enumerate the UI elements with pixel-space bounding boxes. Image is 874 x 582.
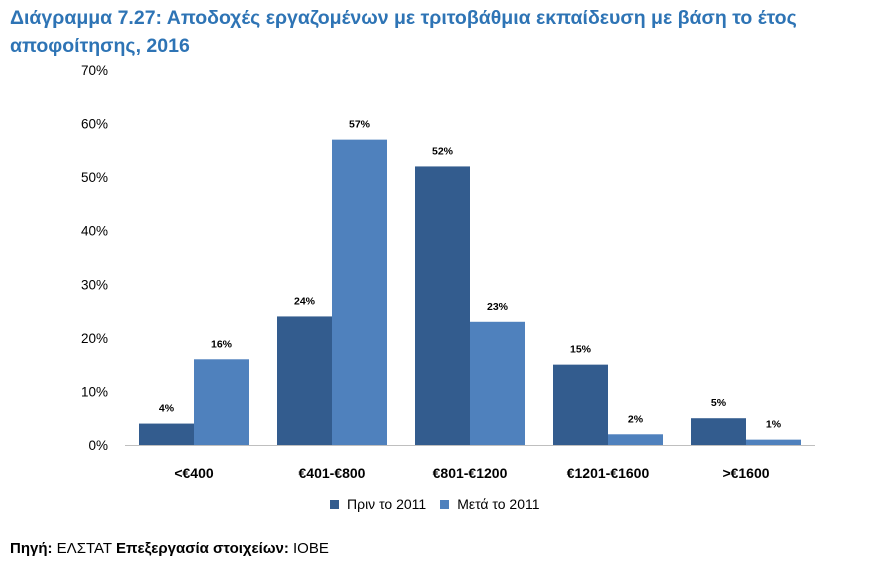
data-label: 24% — [294, 295, 316, 307]
chart-title: Διάγραμμα 7.27: Αποδοχές εργαζομένων με … — [10, 4, 865, 60]
bar-before-2011 — [139, 423, 194, 445]
source-label: Πηγή: — [10, 540, 53, 557]
x-tick-label: >€1600 — [722, 465, 769, 481]
x-tick-label: €401-€800 — [299, 465, 366, 481]
title-text: : Αποδοχές εργαζομένων με τριτοβάθμια εκ… — [10, 7, 797, 57]
data-label: 4% — [159, 403, 175, 415]
y-tick-label: 40% — [81, 224, 108, 239]
legend-swatch-after-2011 — [440, 499, 450, 509]
processing-label: Επεξεργασία στοιχείων: — [115, 540, 289, 557]
source-value: ΕΛΣΤΑΤ — [52, 540, 116, 557]
source-note: Πηγή: ΕΛΣΤΑΤ Επεξεργασία στοιχείων: ΙΟΒΕ — [10, 540, 329, 557]
bar-after-2011 — [746, 439, 801, 445]
title-prefix: Διάγραμμα 7.27 — [10, 7, 156, 29]
legend-item-after-2011: Μετά το 2011 — [440, 496, 540, 512]
bar-after-2011 — [332, 139, 387, 445]
bar-before-2011 — [553, 364, 608, 445]
bar-before-2011 — [277, 316, 332, 445]
legend-item-before-2011: Πριν το 2011 — [330, 496, 426, 512]
x-tick-label: <€400 — [174, 465, 214, 481]
data-label: 52% — [432, 145, 454, 157]
y-tick-label: 10% — [81, 384, 108, 399]
y-tick-label: 50% — [81, 170, 108, 185]
x-tick-label: €801-€1200 — [433, 465, 508, 481]
y-tick-label: 30% — [81, 277, 108, 292]
legend-label-after-2011: Μετά το 2011 — [457, 496, 540, 512]
bar-before-2011 — [691, 418, 746, 445]
y-tick-label: 60% — [81, 117, 108, 132]
bar-after-2011 — [608, 434, 663, 445]
bar-after-2011 — [194, 359, 249, 445]
data-label: 16% — [211, 338, 233, 350]
data-label: 57% — [349, 119, 371, 131]
bar-before-2011 — [415, 166, 470, 445]
x-tick-label: €1201-€1600 — [567, 465, 650, 481]
data-label: 2% — [628, 413, 644, 425]
legend-swatch-before-2011 — [330, 499, 339, 509]
y-tick-label: 70% — [81, 63, 108, 78]
processing-value: ΙΟΒΕ — [288, 540, 329, 557]
legend-label-before-2011: Πριν το 2011 — [347, 496, 427, 512]
y-tick-label: 0% — [88, 438, 108, 453]
data-label: 1% — [766, 419, 782, 431]
data-label: 5% — [711, 397, 727, 409]
data-label: 15% — [570, 344, 592, 356]
y-tick-label: 20% — [81, 331, 108, 346]
chart-legend: Πριν το 2011 Μετά το 2011 — [330, 496, 554, 512]
bar-after-2011 — [470, 321, 525, 445]
data-label: 23% — [487, 301, 509, 313]
